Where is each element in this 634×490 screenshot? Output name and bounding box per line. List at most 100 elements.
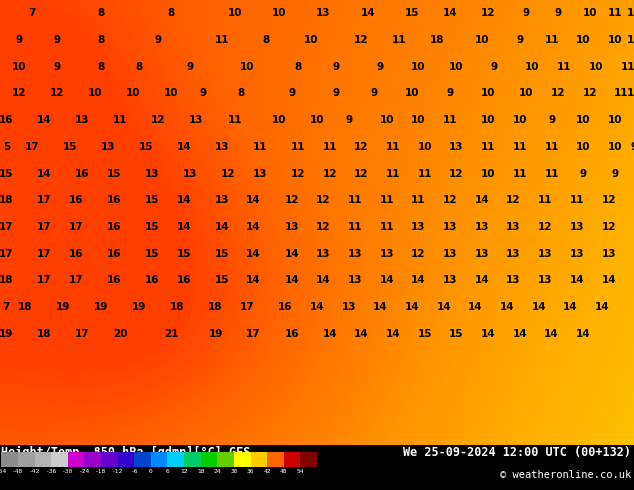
- Text: 13: 13: [215, 195, 229, 205]
- Text: 10: 10: [519, 88, 533, 98]
- Text: 14: 14: [385, 329, 401, 339]
- Text: 17: 17: [75, 329, 90, 339]
- Text: -18: -18: [95, 469, 107, 474]
- Text: -6: -6: [131, 469, 138, 474]
- Text: 10: 10: [411, 62, 425, 72]
- Text: 9: 9: [554, 8, 562, 18]
- Text: 14: 14: [176, 142, 191, 152]
- Text: 13: 13: [75, 115, 89, 125]
- Text: 12: 12: [602, 222, 616, 232]
- Text: 15: 15: [450, 329, 463, 339]
- Text: 10: 10: [418, 142, 432, 152]
- Text: 10: 10: [576, 35, 590, 45]
- Bar: [34, 452, 51, 466]
- Text: 11: 11: [323, 142, 337, 152]
- Text: 16: 16: [107, 222, 121, 232]
- Text: 13: 13: [380, 248, 394, 259]
- Bar: [68, 452, 84, 466]
- Bar: [117, 452, 134, 466]
- Text: 9: 9: [199, 88, 207, 98]
- Text: 14: 14: [481, 329, 496, 339]
- Text: 14: 14: [601, 275, 616, 285]
- Text: 14: 14: [360, 8, 375, 18]
- Text: 13: 13: [570, 248, 584, 259]
- Text: 12: 12: [316, 195, 330, 205]
- Text: 12: 12: [583, 88, 597, 98]
- Text: 11: 11: [113, 115, 127, 125]
- Text: 17: 17: [0, 248, 14, 259]
- Text: 11: 11: [481, 142, 495, 152]
- Text: 11: 11: [627, 35, 634, 45]
- Text: 14: 14: [354, 329, 369, 339]
- Text: 9: 9: [53, 35, 61, 45]
- Text: 13: 13: [443, 248, 457, 259]
- Text: 13: 13: [443, 222, 457, 232]
- Text: 16: 16: [285, 329, 299, 339]
- Text: 12: 12: [180, 469, 188, 474]
- Text: 15: 15: [418, 329, 432, 339]
- Text: 8: 8: [136, 62, 143, 72]
- Text: 14: 14: [37, 169, 52, 178]
- Text: 16: 16: [107, 248, 121, 259]
- Text: 14: 14: [531, 302, 547, 312]
- Text: 12: 12: [450, 169, 463, 178]
- Text: 13: 13: [253, 169, 267, 178]
- Text: 9: 9: [548, 115, 555, 125]
- Text: 10: 10: [583, 8, 597, 18]
- Text: 9: 9: [446, 88, 454, 98]
- Text: 10: 10: [450, 62, 463, 72]
- Text: 13: 13: [507, 222, 521, 232]
- Text: 14: 14: [468, 302, 483, 312]
- Text: 11: 11: [608, 8, 622, 18]
- Text: 14: 14: [443, 8, 458, 18]
- Text: 13: 13: [443, 275, 457, 285]
- Text: 8: 8: [98, 62, 105, 72]
- Bar: [250, 452, 267, 466]
- Text: 9: 9: [186, 62, 194, 72]
- Text: 11: 11: [443, 115, 457, 125]
- Text: 13: 13: [348, 275, 362, 285]
- Text: 42: 42: [263, 469, 271, 474]
- Text: 11: 11: [545, 35, 559, 45]
- Text: 9: 9: [288, 88, 295, 98]
- Text: 17: 17: [37, 275, 52, 285]
- Text: 12: 12: [285, 195, 299, 205]
- Text: 18: 18: [0, 275, 13, 285]
- Text: 13: 13: [475, 248, 489, 259]
- Text: 0: 0: [149, 469, 153, 474]
- Text: 14: 14: [404, 302, 420, 312]
- Text: 9: 9: [611, 169, 619, 178]
- Text: Height/Temp. 850 hPa [gdmp][°C] GFS: Height/Temp. 850 hPa [gdmp][°C] GFS: [1, 446, 250, 459]
- Text: 17: 17: [68, 222, 84, 232]
- Text: 14: 14: [176, 222, 191, 232]
- Text: 12: 12: [316, 222, 330, 232]
- Text: 14: 14: [569, 275, 585, 285]
- Text: 11: 11: [545, 142, 559, 152]
- Text: 18: 18: [430, 35, 444, 45]
- Text: -54: -54: [0, 469, 7, 474]
- Text: 15: 15: [63, 142, 77, 152]
- Text: 12: 12: [354, 35, 368, 45]
- Text: 19: 19: [133, 302, 146, 312]
- Text: 10: 10: [411, 115, 425, 125]
- Text: 14: 14: [176, 195, 191, 205]
- Text: 17: 17: [240, 302, 255, 312]
- Text: 10: 10: [304, 35, 318, 45]
- Text: 14: 14: [544, 329, 559, 339]
- Text: 10: 10: [310, 115, 324, 125]
- Text: 9: 9: [630, 142, 634, 152]
- Bar: [301, 452, 317, 466]
- Text: 18: 18: [171, 302, 184, 312]
- Text: 12: 12: [538, 222, 552, 232]
- Text: 7: 7: [3, 302, 10, 312]
- Text: 10: 10: [481, 115, 495, 125]
- Text: 15: 15: [107, 169, 121, 178]
- Text: 13: 13: [538, 275, 552, 285]
- Text: 5: 5: [3, 142, 10, 152]
- Text: 12: 12: [481, 8, 495, 18]
- Text: -36: -36: [46, 469, 57, 474]
- Text: 14: 14: [309, 302, 325, 312]
- Text: 13: 13: [348, 248, 362, 259]
- Text: -48: -48: [12, 469, 23, 474]
- Text: 10: 10: [228, 8, 242, 18]
